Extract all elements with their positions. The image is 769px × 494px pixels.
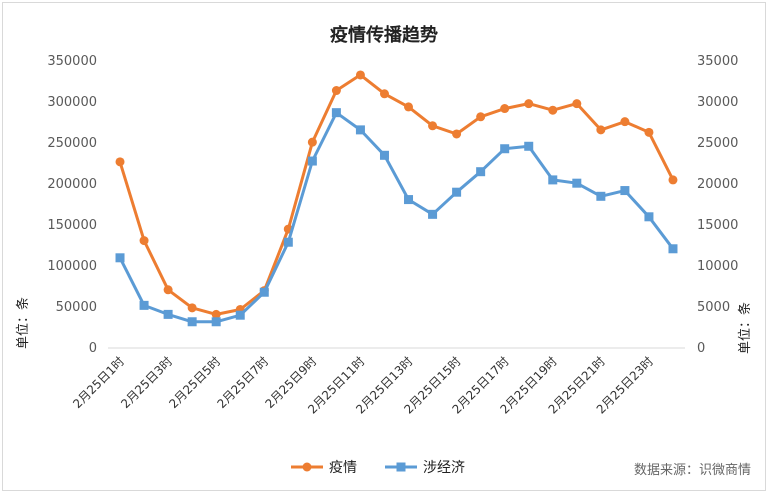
y-left-tick-label: 350000 — [47, 54, 97, 69]
y-right-tick-label: 20000 — [697, 177, 738, 192]
series-1-point — [668, 244, 678, 254]
series-line-0 — [118, 73, 675, 316]
series-1-point — [572, 178, 582, 188]
series-0-point — [331, 86, 341, 96]
series-1-point — [187, 317, 197, 327]
series-1-point — [548, 175, 558, 185]
series-1-point — [500, 144, 510, 154]
series-0-point — [139, 236, 149, 246]
series-0-point — [500, 104, 510, 114]
series-1-point — [476, 167, 486, 177]
series-1-point — [596, 191, 606, 201]
legend-label-yiqing: 疫情 — [329, 460, 357, 476]
y-left-tick-label: 100000 — [47, 259, 97, 274]
y-left-tick-label: 250000 — [47, 136, 97, 151]
chart-title: 疫情传播趋势 — [330, 24, 438, 46]
y-right-tick-label: 15000 — [697, 218, 738, 233]
y-left-tick-label: 300000 — [47, 95, 97, 110]
series-0-point — [524, 99, 534, 109]
series-0-point — [163, 285, 173, 295]
data-source-note: 数据来源：识微商情 — [634, 463, 751, 478]
series-1-point — [452, 187, 462, 197]
series-1-point — [644, 212, 654, 222]
series-1-point — [379, 150, 389, 160]
y-right-tick-label: 10000 — [697, 259, 738, 274]
series-1-point — [620, 186, 630, 196]
series-0-point — [548, 105, 558, 115]
series-0-point — [572, 99, 582, 109]
series-1-point — [211, 317, 221, 327]
chart-canvas: 疫情传播趋势 050000100000150000200000250000300… — [15, 24, 753, 478]
series-1-point — [283, 237, 293, 247]
series-0-point — [452, 129, 462, 139]
y-left-tick-label: 50000 — [56, 300, 97, 315]
series-line-1 — [118, 111, 675, 324]
series-0-point — [428, 121, 438, 131]
y-left-tick-label: 150000 — [47, 218, 97, 233]
y-right-tick-label: 5000 — [697, 300, 730, 315]
series-0-point — [596, 125, 606, 135]
series-0-point — [668, 175, 678, 185]
legend-item-shejingji[interactable]: 涉经济 — [385, 460, 465, 476]
series-1-point — [139, 300, 149, 310]
y-right-tick-label: 25000 — [697, 136, 738, 151]
y-left-tick-label: 200000 — [47, 177, 97, 192]
y-right-tick-label: 35000 — [697, 54, 738, 69]
series-0-point — [620, 117, 630, 127]
series-1-point — [259, 287, 269, 297]
series-1-point — [428, 209, 438, 219]
series-1-point — [331, 108, 341, 118]
series-0-point — [115, 157, 125, 167]
series-1-point — [355, 125, 365, 135]
x-axis-ticks: 2月25日1时2月25日3时2月25日5时2月25日7时2月25日9时2月25日… — [70, 354, 656, 416]
series-1-point — [524, 141, 534, 151]
legend-label-shejingji: 涉经济 — [423, 460, 465, 476]
series-1-point — [115, 253, 125, 263]
y-right-tick-label: 30000 — [697, 95, 738, 110]
series-1-point — [404, 195, 414, 205]
series-0-point — [476, 112, 486, 122]
legend-item-yiqing[interactable]: 疫情 — [291, 460, 357, 476]
series-0-point — [379, 89, 389, 99]
series-0-point — [355, 70, 365, 80]
legend: 疫情 涉经济 — [291, 460, 465, 476]
y-axis-right-ticks: 0 5000 10000 15000 20000 25000 30000 35000 — [697, 54, 738, 356]
y-axis-left-title: 单位：条 — [15, 297, 31, 349]
y-axis-left-ticks: 0 50000 100000 150000 200000 250000 300000 3500… — [47, 54, 97, 356]
series-0-point — [187, 303, 197, 313]
series-0-point — [404, 102, 414, 112]
series-1-point — [163, 309, 173, 319]
series-1-point — [307, 156, 317, 166]
y-right-tick-label: 0 — [697, 341, 705, 356]
y-axis-right-title: 单位：条 — [737, 302, 753, 354]
series-1-point — [235, 310, 245, 320]
series-0-point — [644, 127, 654, 137]
series-0-point — [307, 137, 317, 147]
series-0-point — [211, 309, 221, 319]
y-left-tick-label: 0 — [89, 341, 97, 356]
series-layer — [115, 70, 678, 327]
